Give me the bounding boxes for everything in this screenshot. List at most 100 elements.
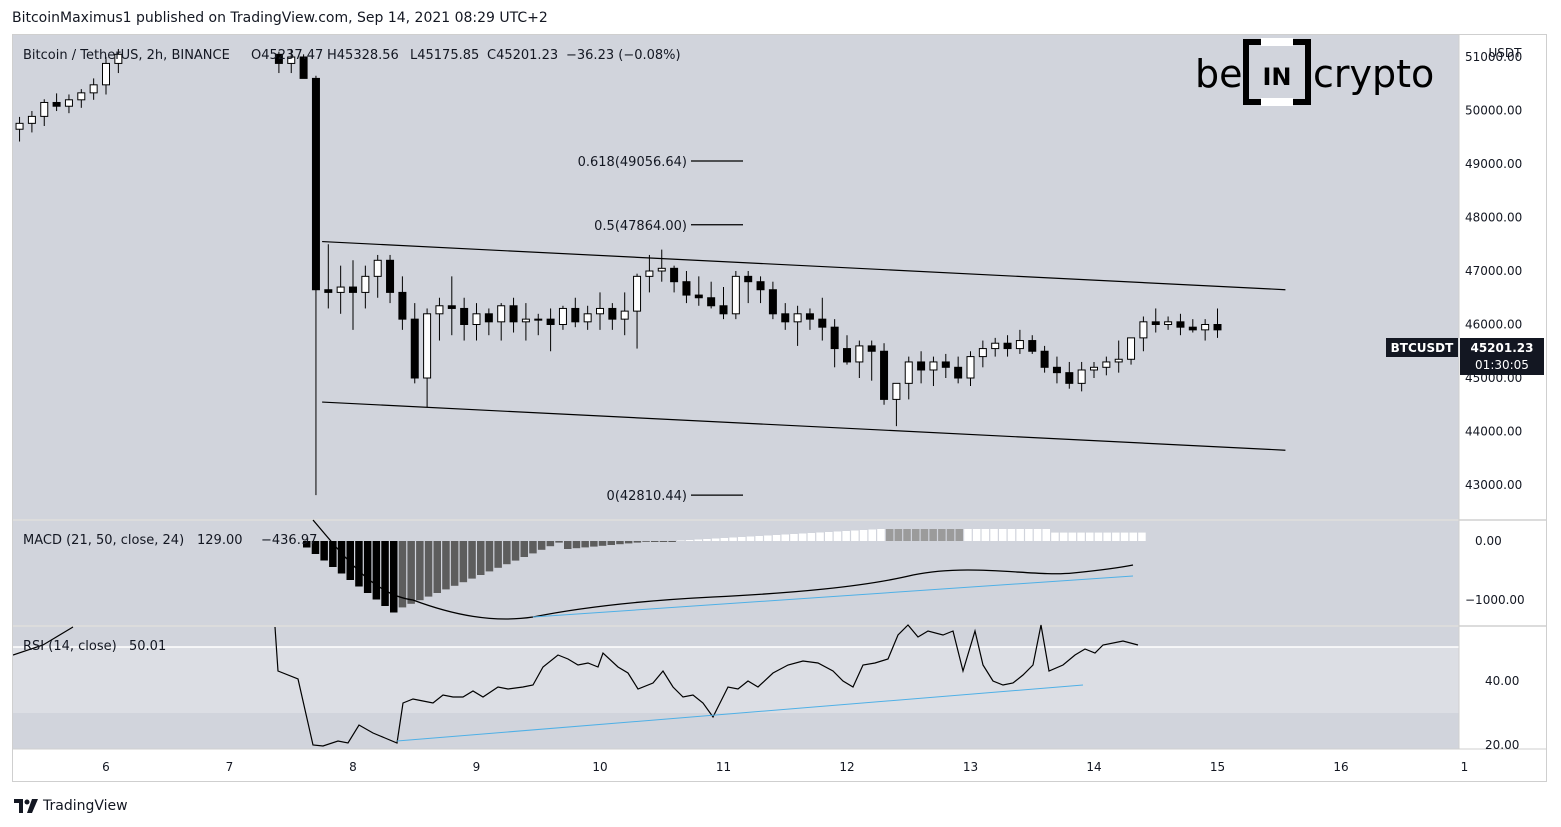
- candle-body: [1090, 366, 1098, 371]
- macd-histogram-bar: [798, 533, 807, 541]
- macd-histogram-bar: [303, 541, 311, 548]
- candle-body: [830, 326, 839, 350]
- chart-frame[interactable]: 0.618(49056.64) 0.5(47864.00) 0(42810.44) …: [12, 34, 1547, 782]
- macd-histogram-bar: [685, 540, 694, 541]
- candle-body: [966, 356, 975, 379]
- macd-histogram-bar: [833, 531, 842, 541]
- candle-body: [497, 305, 506, 323]
- chart-canvas[interactable]: 0.618(49056.64)0.5(47864.00)0(42810.44) …: [13, 35, 1546, 781]
- candle-body: [1077, 369, 1086, 384]
- price-tick: 48000.00: [1465, 211, 1522, 225]
- macd-line: [312, 519, 1134, 620]
- macd-histogram-bar: [1129, 532, 1137, 541]
- candle-body: [670, 267, 679, 283]
- symbol-tag: BTCUSDT: [1391, 341, 1454, 355]
- candle-body: [386, 259, 395, 293]
- candle-body: [756, 281, 765, 291]
- macd-histogram-bar: [468, 541, 476, 579]
- macd-histogram-bar: [372, 541, 381, 600]
- macd-line-group: [312, 519, 1134, 620]
- candle-body: [1015, 340, 1024, 350]
- macd-histogram-bar: [450, 541, 459, 586]
- candle-body: [336, 286, 345, 293]
- rsi-tick-1: 20.00: [1485, 738, 1519, 752]
- candle-body: [64, 99, 73, 107]
- candle-body: [534, 318, 543, 321]
- channel-lower-line: [322, 401, 1286, 451]
- time-tick: 7: [226, 760, 234, 774]
- time-tick: 12: [839, 760, 854, 774]
- footer-brand[interactable]: TradingView: [43, 798, 128, 814]
- candle-body: [596, 307, 604, 315]
- macd-histogram-bar: [912, 529, 920, 541]
- macd-histogram-bar: [1112, 532, 1120, 541]
- macd-histogram-bar: [363, 541, 372, 593]
- macd-histogram-bar: [720, 538, 729, 541]
- candle-body: [1102, 361, 1111, 368]
- macd-histogram-bar: [581, 541, 589, 548]
- macd-histogram-bar: [972, 529, 981, 541]
- macd-histogram-bar: [651, 541, 659, 542]
- candle-body: [1052, 366, 1061, 374]
- btcusdt-price-label: BTCUSDT 45201.23 01:30:05: [1386, 338, 1544, 375]
- candle-body: [410, 318, 419, 379]
- macd-histogram-bar: [877, 529, 885, 541]
- candle-body: [818, 318, 827, 328]
- macd-value2: −436.97: [261, 533, 317, 548]
- macd-histogram-bar: [990, 529, 998, 541]
- macd-histogram-bar: [590, 541, 598, 547]
- legend-open: O45237.47: [251, 48, 323, 63]
- candle-body: [361, 275, 370, 293]
- candle-body: [373, 259, 382, 277]
- time-tick: 8: [349, 760, 357, 774]
- time-tick: 15: [1210, 760, 1225, 774]
- macd-value1: 129.00: [197, 533, 243, 548]
- price-scale-bg[interactable]: [1459, 35, 1546, 781]
- macd-histogram-bar: [859, 530, 868, 541]
- macd-histogram-bar: [694, 539, 702, 541]
- candle-body: [867, 345, 876, 352]
- macd-histogram-bar: [842, 531, 850, 541]
- macd-histogram-bar: [546, 541, 555, 547]
- legend-low: L45175.85: [410, 48, 479, 63]
- rsi-tick-0: 40.00: [1485, 674, 1519, 688]
- candle-body: [917, 361, 926, 371]
- candle-body: [843, 348, 851, 363]
- logo-bracket-gap-bottom: [1261, 98, 1293, 106]
- legend-close: C45201.23: [487, 48, 558, 63]
- macd-histogram-bar: [851, 530, 859, 541]
- fib-label: 0.5(47864.00): [594, 219, 687, 234]
- macd-histogram-bar: [442, 541, 450, 590]
- macd-histogram-bar: [485, 541, 494, 572]
- candle-body: [731, 275, 740, 315]
- legend-symbol: Bitcoin / TetherUS, 2h, BINANCE: [23, 48, 230, 63]
- macd-histogram-bar: [616, 541, 624, 545]
- candle-body: [1028, 340, 1037, 352]
- macd-histogram-bar: [1016, 529, 1024, 541]
- macd-tick-1: −1000.00: [1465, 593, 1525, 607]
- candle-body: [855, 345, 864, 363]
- macd-histogram-bar: [885, 529, 894, 541]
- macd-trendline: [532, 575, 1134, 618]
- macd-histogram-bar: [1051, 532, 1059, 541]
- macd-histogram-bar: [868, 529, 876, 541]
- candle-body: [954, 366, 963, 379]
- candle-body: [1040, 350, 1049, 368]
- candle-body: [27, 115, 36, 124]
- macd-histogram-bar: [746, 536, 755, 541]
- candle-body: [40, 101, 49, 117]
- candle-body: [509, 305, 518, 323]
- footer: TradingView: [14, 796, 128, 816]
- time-tick: 11: [716, 760, 731, 774]
- macd-histogram-bar: [537, 541, 546, 550]
- fib-label: 0(42810.44): [607, 489, 687, 504]
- macd-histogram-bar: [564, 541, 572, 549]
- macd-histogram-bar: [572, 541, 581, 549]
- candle-body: [768, 289, 777, 315]
- macd-histogram-bar: [729, 537, 737, 541]
- candle-body: [620, 310, 629, 320]
- price-axis: 51000.00 50000.00 49000.00 48000.00 47000.00…: [1465, 50, 1522, 492]
- macd-histogram-bar: [416, 541, 424, 601]
- time-axis-bg[interactable]: [13, 749, 1459, 781]
- candle-body: [805, 313, 814, 320]
